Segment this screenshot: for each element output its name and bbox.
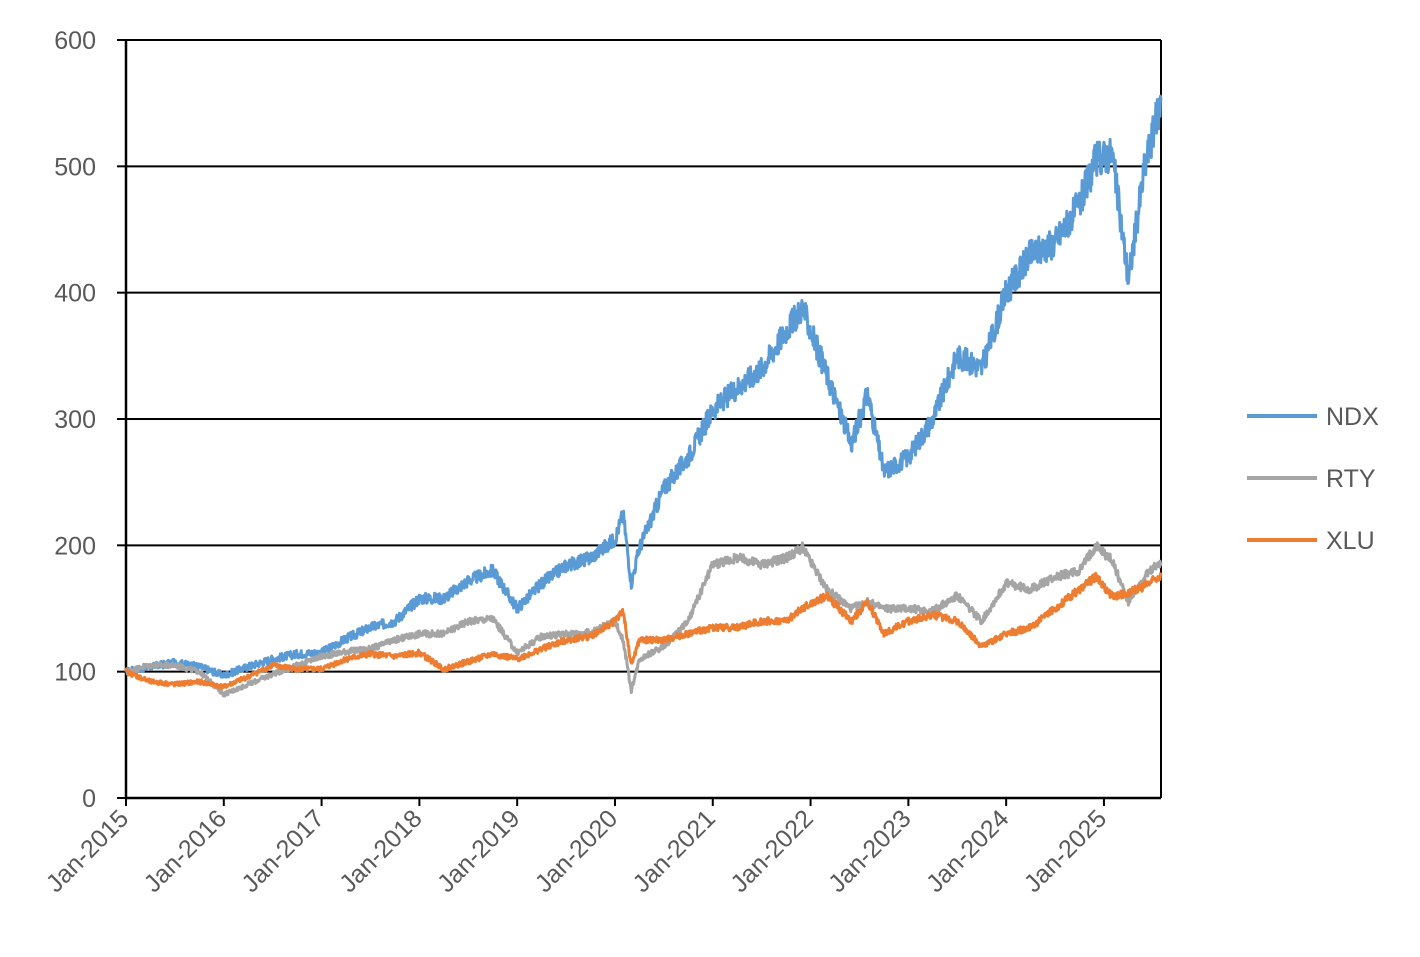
- y-tick-label: 600: [54, 27, 96, 55]
- x-tick-label: Jan-2019: [432, 804, 526, 898]
- y-tick-label: 300: [54, 406, 96, 434]
- gridlines: [126, 39, 1161, 673]
- x-tick-label: Jan-2020: [530, 804, 624, 898]
- x-tick-label: Jan-2023: [823, 804, 917, 898]
- y-tick-label: 400: [54, 280, 96, 308]
- x-tick-label: Jan-2021: [627, 804, 721, 898]
- legend-item-ndx: NDX: [1247, 403, 1379, 431]
- x-tick-label: Jan-2018: [334, 804, 428, 898]
- x-tick-label: Jan-2016: [139, 804, 233, 898]
- y-tick-label: 0: [82, 785, 96, 813]
- legend-label: XLU: [1326, 527, 1375, 555]
- x-tick-label: Jan-2022: [725, 804, 819, 898]
- series-line-rty: [124, 541, 1163, 698]
- y-tick-label: 100: [54, 659, 96, 687]
- x-tick-label: Jan-2015: [41, 804, 135, 898]
- series-lines: [124, 94, 1163, 698]
- y-tick-label: 200: [54, 532, 96, 560]
- x-tick-label: Jan-2025: [1019, 804, 1113, 898]
- series-line-ndx: [124, 94, 1163, 679]
- x-tick-label: Jan-2024: [921, 804, 1015, 898]
- legend: NDX RTY XLU: [1247, 403, 1379, 555]
- series-line-xlu: [124, 571, 1163, 690]
- y-tick-label: 500: [54, 153, 96, 181]
- legend-label: RTY: [1326, 465, 1376, 493]
- legend-item-rty: RTY: [1247, 465, 1376, 493]
- x-tick-label: Jan-2017: [236, 804, 330, 898]
- legend-item-xlu: XLU: [1247, 527, 1375, 555]
- legend-label: NDX: [1326, 403, 1379, 431]
